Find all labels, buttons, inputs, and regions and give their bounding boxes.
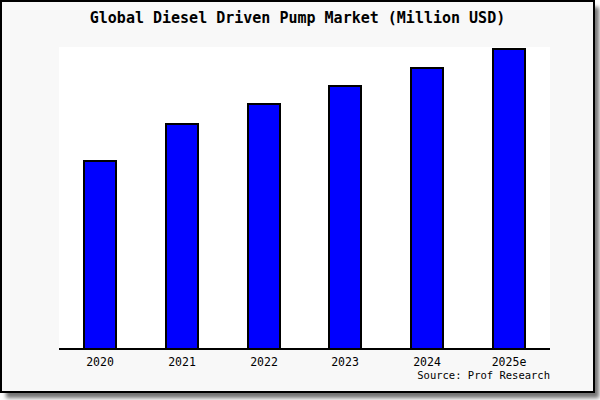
- source-credit: Source: Prof Research: [417, 369, 550, 381]
- bar-2023: [328, 85, 362, 348]
- bar-2021: [165, 123, 199, 348]
- bar-2020: [83, 160, 117, 348]
- x-tick-label-2024: 2024: [392, 355, 462, 369]
- x-tick-label-2020: 2020: [65, 355, 135, 369]
- chart-title: Global Diesel Driven Pump Market (Millio…: [2, 9, 593, 27]
- bar-2025e: [492, 48, 526, 348]
- chart-card: Global Diesel Driven Pump Market (Millio…: [0, 0, 595, 393]
- x-tick-label-2021: 2021: [147, 355, 217, 369]
- x-tick-label-2022: 2022: [229, 355, 299, 369]
- x-tick-label-2023: 2023: [310, 355, 380, 369]
- bar-2022: [247, 103, 281, 348]
- x-tick-label-2025e: 2025e: [474, 355, 544, 369]
- plot-area: [59, 47, 550, 350]
- screenshot-root: Global Diesel Driven Pump Market (Millio…: [0, 0, 600, 400]
- bar-2024: [410, 67, 444, 348]
